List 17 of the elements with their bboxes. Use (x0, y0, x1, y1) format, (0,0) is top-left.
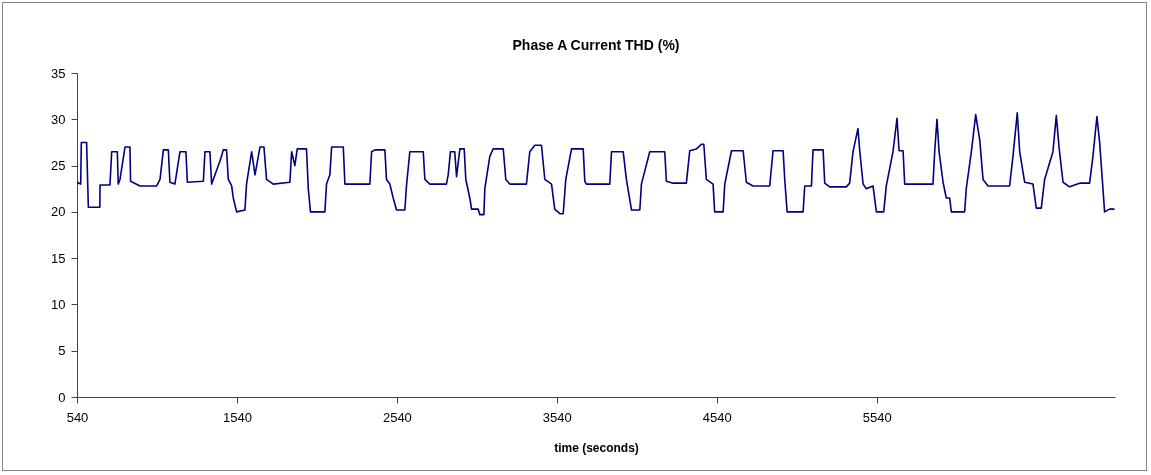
y-tick-label: 10 (51, 296, 66, 312)
y-tick-label: 30 (51, 111, 66, 127)
x-tick-label: 4540 (702, 409, 732, 425)
line-series (77, 112, 1115, 216)
x-tick-label: 2540 (382, 409, 412, 425)
y-tick-label: 25 (51, 158, 66, 174)
y-tick-label: 20 (51, 204, 66, 220)
x-tick-label: 1540 (222, 409, 252, 425)
y-tick-label: 0 (58, 389, 66, 405)
y-tick-label: 5 (58, 343, 66, 359)
x-tick-label: 5540 (862, 409, 892, 425)
x-axis-title: time (seconds) (554, 440, 639, 455)
y-tick-label: 15 (51, 250, 66, 266)
y-tick-label: 35 (51, 65, 66, 81)
x-tick-label: 540 (66, 409, 89, 425)
chart-title: Phase A Current THD (%) (512, 37, 680, 53)
x-tick-label: 3540 (542, 409, 572, 425)
